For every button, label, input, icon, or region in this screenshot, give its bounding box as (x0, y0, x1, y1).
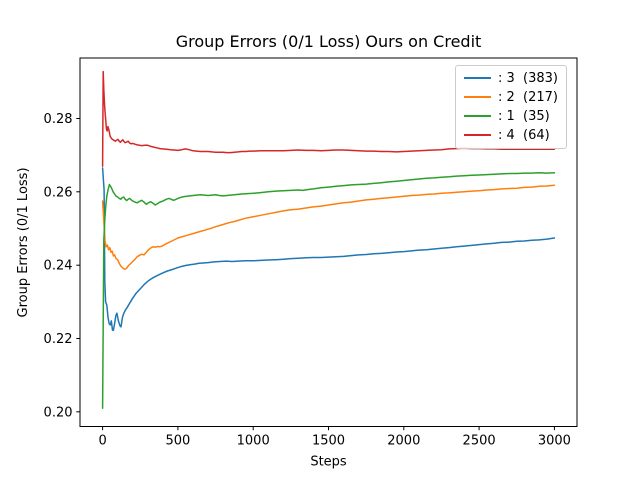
y-tick-label: 0.24 (44, 259, 73, 274)
series-line-1 (101, 167, 556, 332)
series-line-2 (101, 184, 556, 270)
legend: : 3 (383) : 2 (217) : 1 (35) : 4 (64) (455, 65, 567, 149)
y-tick-label: 0.28 (44, 112, 73, 127)
y-axis-label: Group Errors (0/1 Loss) (16, 167, 31, 317)
y-tick-label: 0.20 (44, 405, 73, 420)
legend-entry: : 1 (35) (464, 109, 558, 123)
x-tick-label: 500 (165, 434, 190, 449)
y-tick-label: 0.26 (44, 185, 73, 200)
legend-line-sample (464, 115, 491, 117)
legend-entry: : 4 (64) (464, 128, 558, 142)
y-tick-label: 0.22 (44, 332, 73, 347)
legend-entry: : 2 (217) (464, 90, 558, 104)
x-axis-label: Steps (310, 455, 347, 470)
series-line-3 (101, 172, 556, 409)
legend-label: : 4 (64) (498, 127, 550, 143)
x-tick-label: 2500 (463, 434, 496, 449)
x-tick-label: 1000 (237, 434, 270, 449)
legend-label: : 3 (383) (498, 70, 559, 86)
x-tick-label: 3000 (538, 434, 571, 449)
legend-line-sample (464, 96, 491, 98)
legend-line-sample (464, 77, 491, 79)
x-tick-label: 1500 (312, 434, 345, 449)
legend-label: : 1 (35) (498, 108, 550, 124)
legend-label: : 2 (217) (498, 89, 559, 105)
chart-title: Group Errors (0/1 Loss) Ours on Credit (176, 32, 482, 51)
series-line-4 (101, 70, 556, 167)
x-tick-label: 2000 (387, 434, 420, 449)
legend-entry: : 3 (383) (464, 71, 558, 85)
legend-line-sample (464, 134, 491, 136)
series-lines (101, 70, 556, 409)
x-tick-label: 0 (98, 434, 106, 449)
axis-ticks: 0 500 1000 1500 2000 2500 3000 0.20 0.22 0.24 0.26… (44, 112, 571, 449)
